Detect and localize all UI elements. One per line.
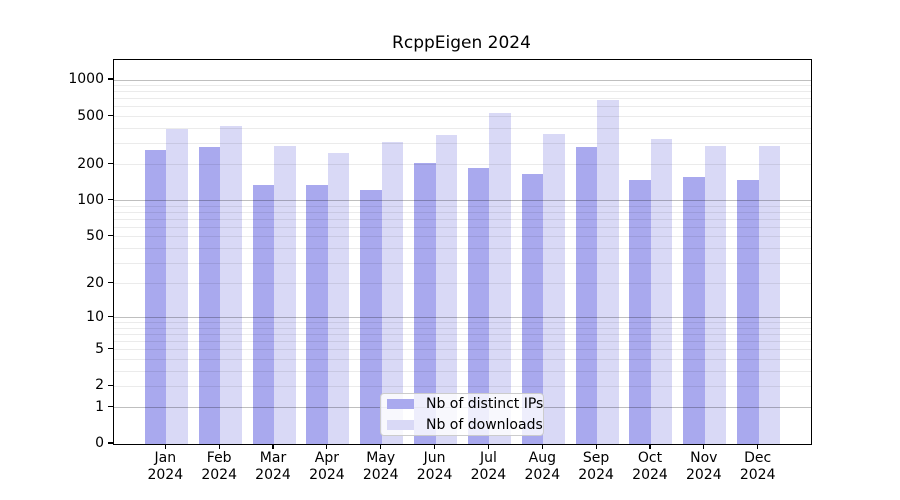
bar-nb-of-distinct-ips-may xyxy=(360,190,382,444)
y-tick-mark-50 xyxy=(108,235,113,237)
x-tick-label-may: May 2024 xyxy=(362,450,399,483)
bar-nb-of-distinct-ips-apr xyxy=(306,184,328,444)
y-tick-label-1000: 1000 xyxy=(68,71,104,87)
x-tick-mark-feb xyxy=(218,444,220,449)
x-tick-label-sep: Sep 2024 xyxy=(578,450,614,483)
gridline-minor-600 xyxy=(114,106,811,108)
bar-nb-of-downloads-mar xyxy=(274,145,296,444)
bar-nb-of-distinct-ips-nov xyxy=(683,176,705,444)
bar-nb-of-downloads-may xyxy=(381,141,404,444)
x-tick-mark-jan xyxy=(164,444,166,449)
bar-nb-of-downloads-nov xyxy=(704,145,727,444)
x-tick-label-oct: Oct 2024 xyxy=(632,450,668,483)
x-tick-label-mar: Mar 2024 xyxy=(255,450,291,483)
x-tick-mark-mar xyxy=(272,444,274,449)
y-tick-label-2: 2 xyxy=(95,377,104,394)
bar-nb-of-distinct-ips-oct xyxy=(629,179,651,444)
y-tick-label-100: 100 xyxy=(77,191,104,208)
x-tick-mark-jul xyxy=(487,444,489,449)
x-tick-label-feb: Feb 2024 xyxy=(201,450,237,483)
y-tick-mark-20 xyxy=(108,282,113,284)
x-tick-label-apr: Apr 2024 xyxy=(309,450,345,483)
x-tick-label-dec: Dec 2024 xyxy=(739,450,776,483)
y-tick-label-1: 1 xyxy=(95,398,104,415)
legend-row-distinct-ips: Nb of distinct IPs xyxy=(387,396,543,412)
bar-nb-of-downloads-dec xyxy=(758,145,781,444)
legend-row-downloads: Nb of downloads xyxy=(387,417,543,433)
bar-nb-of-distinct-ips-sep xyxy=(575,146,598,444)
bar-nb-of-distinct-ips-feb xyxy=(198,147,221,444)
x-tick-mark-sep xyxy=(595,444,597,449)
y-tick-label-20: 20 xyxy=(86,274,104,291)
legend-label-downloads: Nb of downloads xyxy=(426,416,543,433)
legend-swatch-downloads xyxy=(387,420,414,430)
bar-nb-of-downloads-sep xyxy=(597,100,619,444)
gridline-minor-800 xyxy=(114,91,811,93)
bar-nb-of-downloads-jan xyxy=(166,129,188,444)
y-tick-label-10: 10 xyxy=(86,308,104,325)
x-tick-label-jan: Jan 2024 xyxy=(147,450,184,483)
bar-nb-of-distinct-ips-aug xyxy=(521,173,544,444)
x-tick-label-jul: Jul 2024 xyxy=(470,450,507,483)
y-tick-mark-500 xyxy=(108,114,113,117)
bar-nb-of-downloads-feb xyxy=(220,125,242,444)
x-tick-mark-apr xyxy=(326,444,328,449)
y-tick-mark-1 xyxy=(108,405,113,408)
bar-nb-of-distinct-ips-jan xyxy=(144,150,167,444)
y-tick-label-50: 50 xyxy=(86,227,104,244)
bar-nb-of-distinct-ips-mar xyxy=(252,185,274,444)
gridline-minor-300 xyxy=(114,142,811,144)
chart-title: RcppEigen 2024 xyxy=(392,33,531,53)
x-tick-mark-may xyxy=(380,444,382,449)
bar-nb-of-downloads-apr xyxy=(327,152,350,444)
gridline-minor-900 xyxy=(114,85,811,87)
gridline-minor-400 xyxy=(114,127,811,129)
bar-nb-of-distinct-ips-jun xyxy=(414,162,436,444)
gridline-minor-700 xyxy=(114,98,811,100)
legend: Nb of distinct IPs Nb of downloads xyxy=(380,393,544,436)
bar-nb-of-downloads-jun xyxy=(435,134,458,444)
legend-swatch-distinct-ips xyxy=(387,399,414,409)
y-tick-mark-100 xyxy=(108,199,113,201)
legend-label-distinct-ips: Nb of distinct IPs xyxy=(426,395,544,412)
x-tick-label-aug: Aug 2024 xyxy=(524,450,561,483)
y-tick-label-500: 500 xyxy=(77,107,104,124)
x-tick-label-jun: Jun 2024 xyxy=(416,450,453,483)
y-tick-mark-1000 xyxy=(108,78,113,80)
bar-nb-of-distinct-ips-jul xyxy=(467,168,490,444)
x-tick-mark-jun xyxy=(433,444,436,449)
y-tick-mark-2 xyxy=(108,384,113,386)
bar-nb-of-downloads-oct xyxy=(650,138,673,444)
y-tick-label-200: 200 xyxy=(77,155,104,172)
y-tick-mark-10 xyxy=(108,316,113,318)
y-tick-mark-200 xyxy=(108,163,113,165)
y-tick-mark-5 xyxy=(108,348,113,350)
y-tick-mark-0 xyxy=(108,442,113,444)
bar-nb-of-downloads-jul xyxy=(489,112,511,444)
x-tick-label-nov: Nov 2024 xyxy=(685,450,722,483)
plot-area xyxy=(113,59,812,445)
y-tick-label-5: 5 xyxy=(95,340,104,357)
x-tick-mark-aug xyxy=(541,444,543,449)
x-tick-mark-oct xyxy=(649,444,651,449)
y-tick-label-0: 0 xyxy=(95,435,104,451)
x-tick-mark-nov xyxy=(703,444,705,449)
bar-nb-of-distinct-ips-dec xyxy=(737,179,759,444)
gridline-major-1000 xyxy=(114,79,811,81)
gridline-minor-500 xyxy=(114,116,811,117)
x-tick-mark-dec xyxy=(757,444,759,449)
bar-nb-of-downloads-aug xyxy=(543,134,565,444)
